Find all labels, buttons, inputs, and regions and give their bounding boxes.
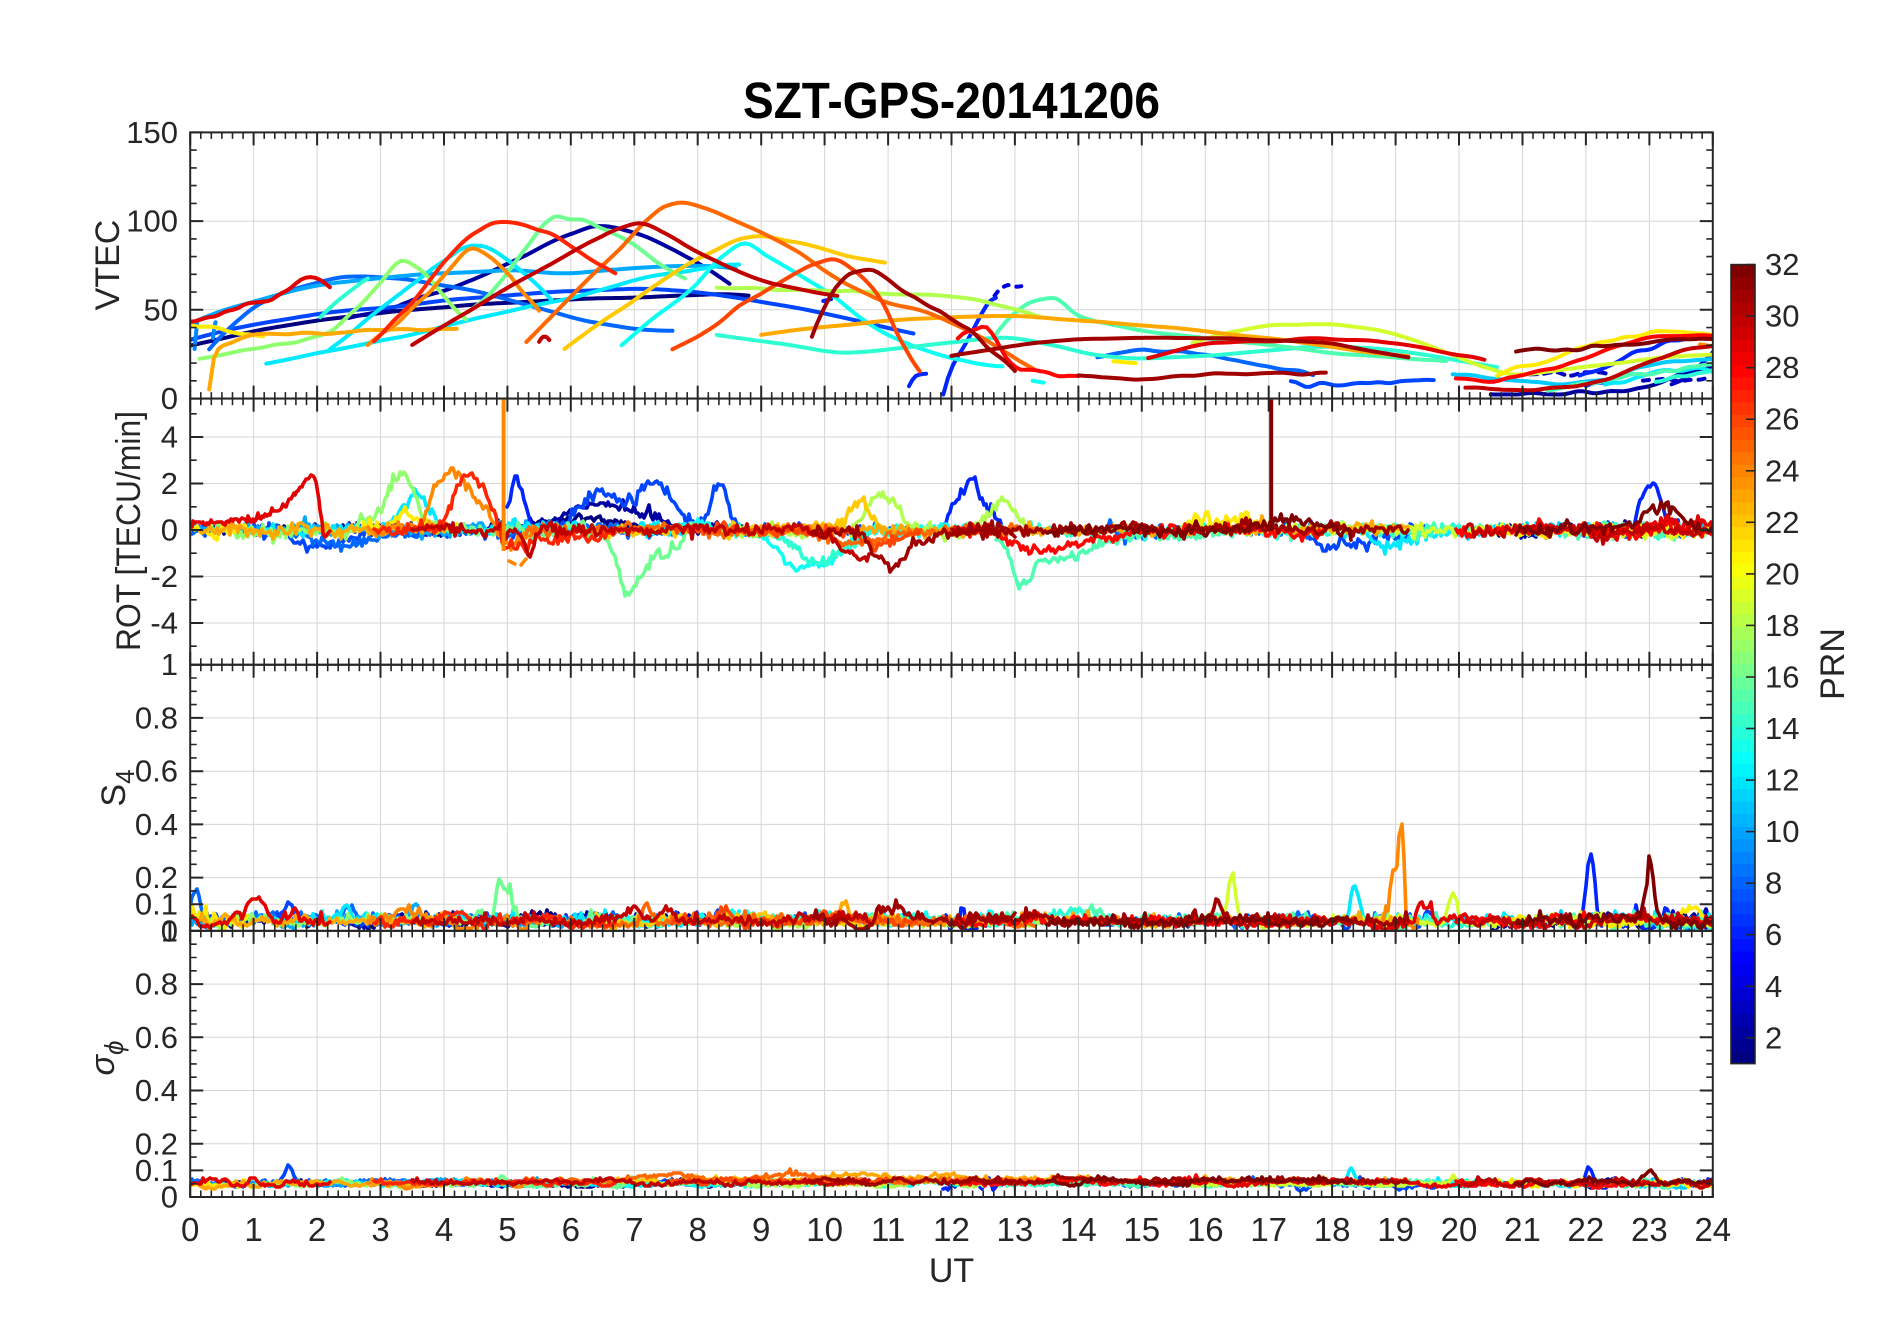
svg-text:22: 22 [1765, 505, 1799, 540]
svg-text:12: 12 [933, 1211, 970, 1248]
svg-text:0.4: 0.4 [135, 1073, 178, 1108]
svg-text:0: 0 [181, 1211, 199, 1248]
svg-text:15: 15 [1123, 1211, 1160, 1248]
svg-text:7: 7 [625, 1211, 643, 1248]
svg-text:0.4: 0.4 [135, 807, 178, 842]
svg-text:22: 22 [1568, 1211, 1605, 1248]
svg-text:24: 24 [1765, 453, 1799, 488]
svg-text:0.8: 0.8 [135, 967, 178, 1002]
svg-text:100: 100 [126, 204, 178, 239]
svg-text:2: 2 [308, 1211, 326, 1248]
svg-text:20: 20 [1765, 556, 1799, 591]
svg-text:0.1: 0.1 [135, 887, 178, 922]
svg-text:23: 23 [1631, 1211, 1668, 1248]
svg-text:14: 14 [1060, 1211, 1097, 1248]
svg-text:12: 12 [1765, 763, 1799, 798]
svg-text:14: 14 [1765, 711, 1799, 746]
svg-text:13: 13 [997, 1211, 1034, 1248]
svg-text:17: 17 [1250, 1211, 1287, 1248]
svg-text:1: 1 [244, 1211, 262, 1248]
svg-text:10: 10 [1765, 814, 1799, 849]
svg-text:11: 11 [871, 1211, 905, 1248]
svg-text:30: 30 [1765, 299, 1799, 334]
svg-text:26: 26 [1765, 402, 1799, 437]
svg-text:2: 2 [1765, 1020, 1782, 1055]
svg-text:0.8: 0.8 [135, 700, 178, 735]
svg-text:6: 6 [562, 1211, 580, 1248]
svg-text:19: 19 [1377, 1211, 1414, 1248]
svg-text:1: 1 [161, 913, 178, 948]
svg-text:0: 0 [161, 1180, 178, 1215]
svg-text:-4: -4 [150, 606, 178, 641]
svg-text:9: 9 [752, 1211, 770, 1248]
svg-text:UT: UT [929, 1252, 974, 1290]
svg-text:4: 4 [161, 420, 178, 455]
svg-text:50: 50 [144, 292, 178, 327]
svg-text:24: 24 [1694, 1211, 1731, 1248]
svg-text:28: 28 [1765, 350, 1799, 385]
svg-text:32: 32 [1765, 247, 1799, 282]
svg-text:8: 8 [689, 1211, 707, 1248]
svg-text:16: 16 [1765, 660, 1799, 695]
svg-text:4: 4 [1765, 969, 1782, 1004]
svg-text:5: 5 [498, 1211, 516, 1248]
svg-text:0.6: 0.6 [135, 754, 178, 789]
svg-text:VTEC: VTEC [89, 220, 127, 311]
svg-text:16: 16 [1187, 1211, 1224, 1248]
svg-text:18: 18 [1314, 1211, 1351, 1248]
svg-text:8: 8 [1765, 866, 1782, 901]
svg-text:10: 10 [806, 1211, 843, 1248]
svg-text:0: 0 [161, 513, 178, 548]
svg-text:0.1: 0.1 [135, 1153, 178, 1188]
svg-text:0.6: 0.6 [135, 1020, 178, 1055]
svg-text:150: 150 [126, 115, 178, 150]
svg-text:4: 4 [435, 1211, 453, 1248]
svg-text:ROT [TECU/min]: ROT [TECU/min] [110, 411, 148, 651]
svg-text:6: 6 [1765, 917, 1782, 952]
svg-text:2: 2 [161, 466, 178, 501]
svg-text:3: 3 [371, 1211, 389, 1248]
svg-text:SZT-GPS-20141206: SZT-GPS-20141206 [743, 72, 1160, 129]
svg-text:0.2: 0.2 [135, 860, 178, 895]
svg-text:0: 0 [161, 913, 178, 948]
svg-text:20: 20 [1441, 1211, 1478, 1248]
svg-text:PRN: PRN [1814, 628, 1852, 700]
svg-text:0: 0 [161, 381, 178, 416]
svg-text:0.2: 0.2 [135, 1126, 178, 1161]
svg-text:18: 18 [1765, 608, 1799, 643]
svg-text:21: 21 [1504, 1211, 1541, 1248]
svg-text:1: 1 [161, 647, 178, 682]
svg-text:-2: -2 [150, 559, 178, 594]
